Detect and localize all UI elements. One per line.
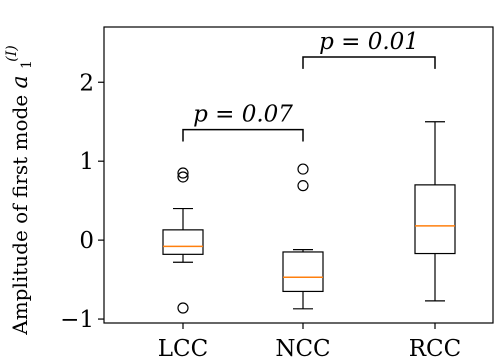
plot-area: −1 0 1 2 LCC NCC RCC p = 0.07 p = 0.01 — [60, 26, 494, 361]
outlier-point — [177, 167, 189, 179]
iqr-box — [282, 251, 324, 293]
y-tick-label: 2 — [79, 70, 94, 96]
y-tick-label: 0 — [79, 228, 94, 254]
significance-annotation: p = 0.01 — [302, 29, 436, 69]
x-tick-label: NCC — [275, 336, 330, 361]
y-axis-label-words: Amplitude of first mode — [8, 95, 32, 336]
significance-bracket — [182, 128, 304, 142]
iqr-box — [414, 184, 456, 255]
y-axis-label-symbol: a — [8, 75, 33, 88]
box-rcc — [414, 121, 456, 302]
outlier-point — [297, 163, 309, 175]
y-axis-label: Amplitude of first mode a 1 (I) — [4, 45, 36, 336]
x-tick-label: LCC — [158, 336, 208, 361]
y-axis-label-text: Amplitude of first mode a 1 (I) — [4, 45, 36, 336]
significance-bracket — [302, 56, 436, 69]
outlier-point — [177, 302, 189, 314]
iqr-box — [162, 229, 204, 255]
box-lcc — [162, 167, 204, 314]
y-tick-label: −1 — [60, 307, 94, 333]
y-tick-label: 1 — [79, 149, 94, 175]
y-axis-label-superscript: (I) — [4, 45, 20, 61]
significance-annotation: p = 0.07 — [182, 102, 304, 142]
outlier-point — [177, 171, 189, 183]
x-tick-label: RCC — [409, 336, 462, 361]
significance-label: p = 0.01 — [319, 29, 419, 55]
y-axis-label-subscript: 1 — [19, 60, 35, 69]
axes-frame — [103, 26, 494, 324]
box-ncc — [282, 163, 324, 310]
outlier-point — [297, 180, 309, 192]
significance-label: p = 0.07 — [193, 102, 293, 128]
